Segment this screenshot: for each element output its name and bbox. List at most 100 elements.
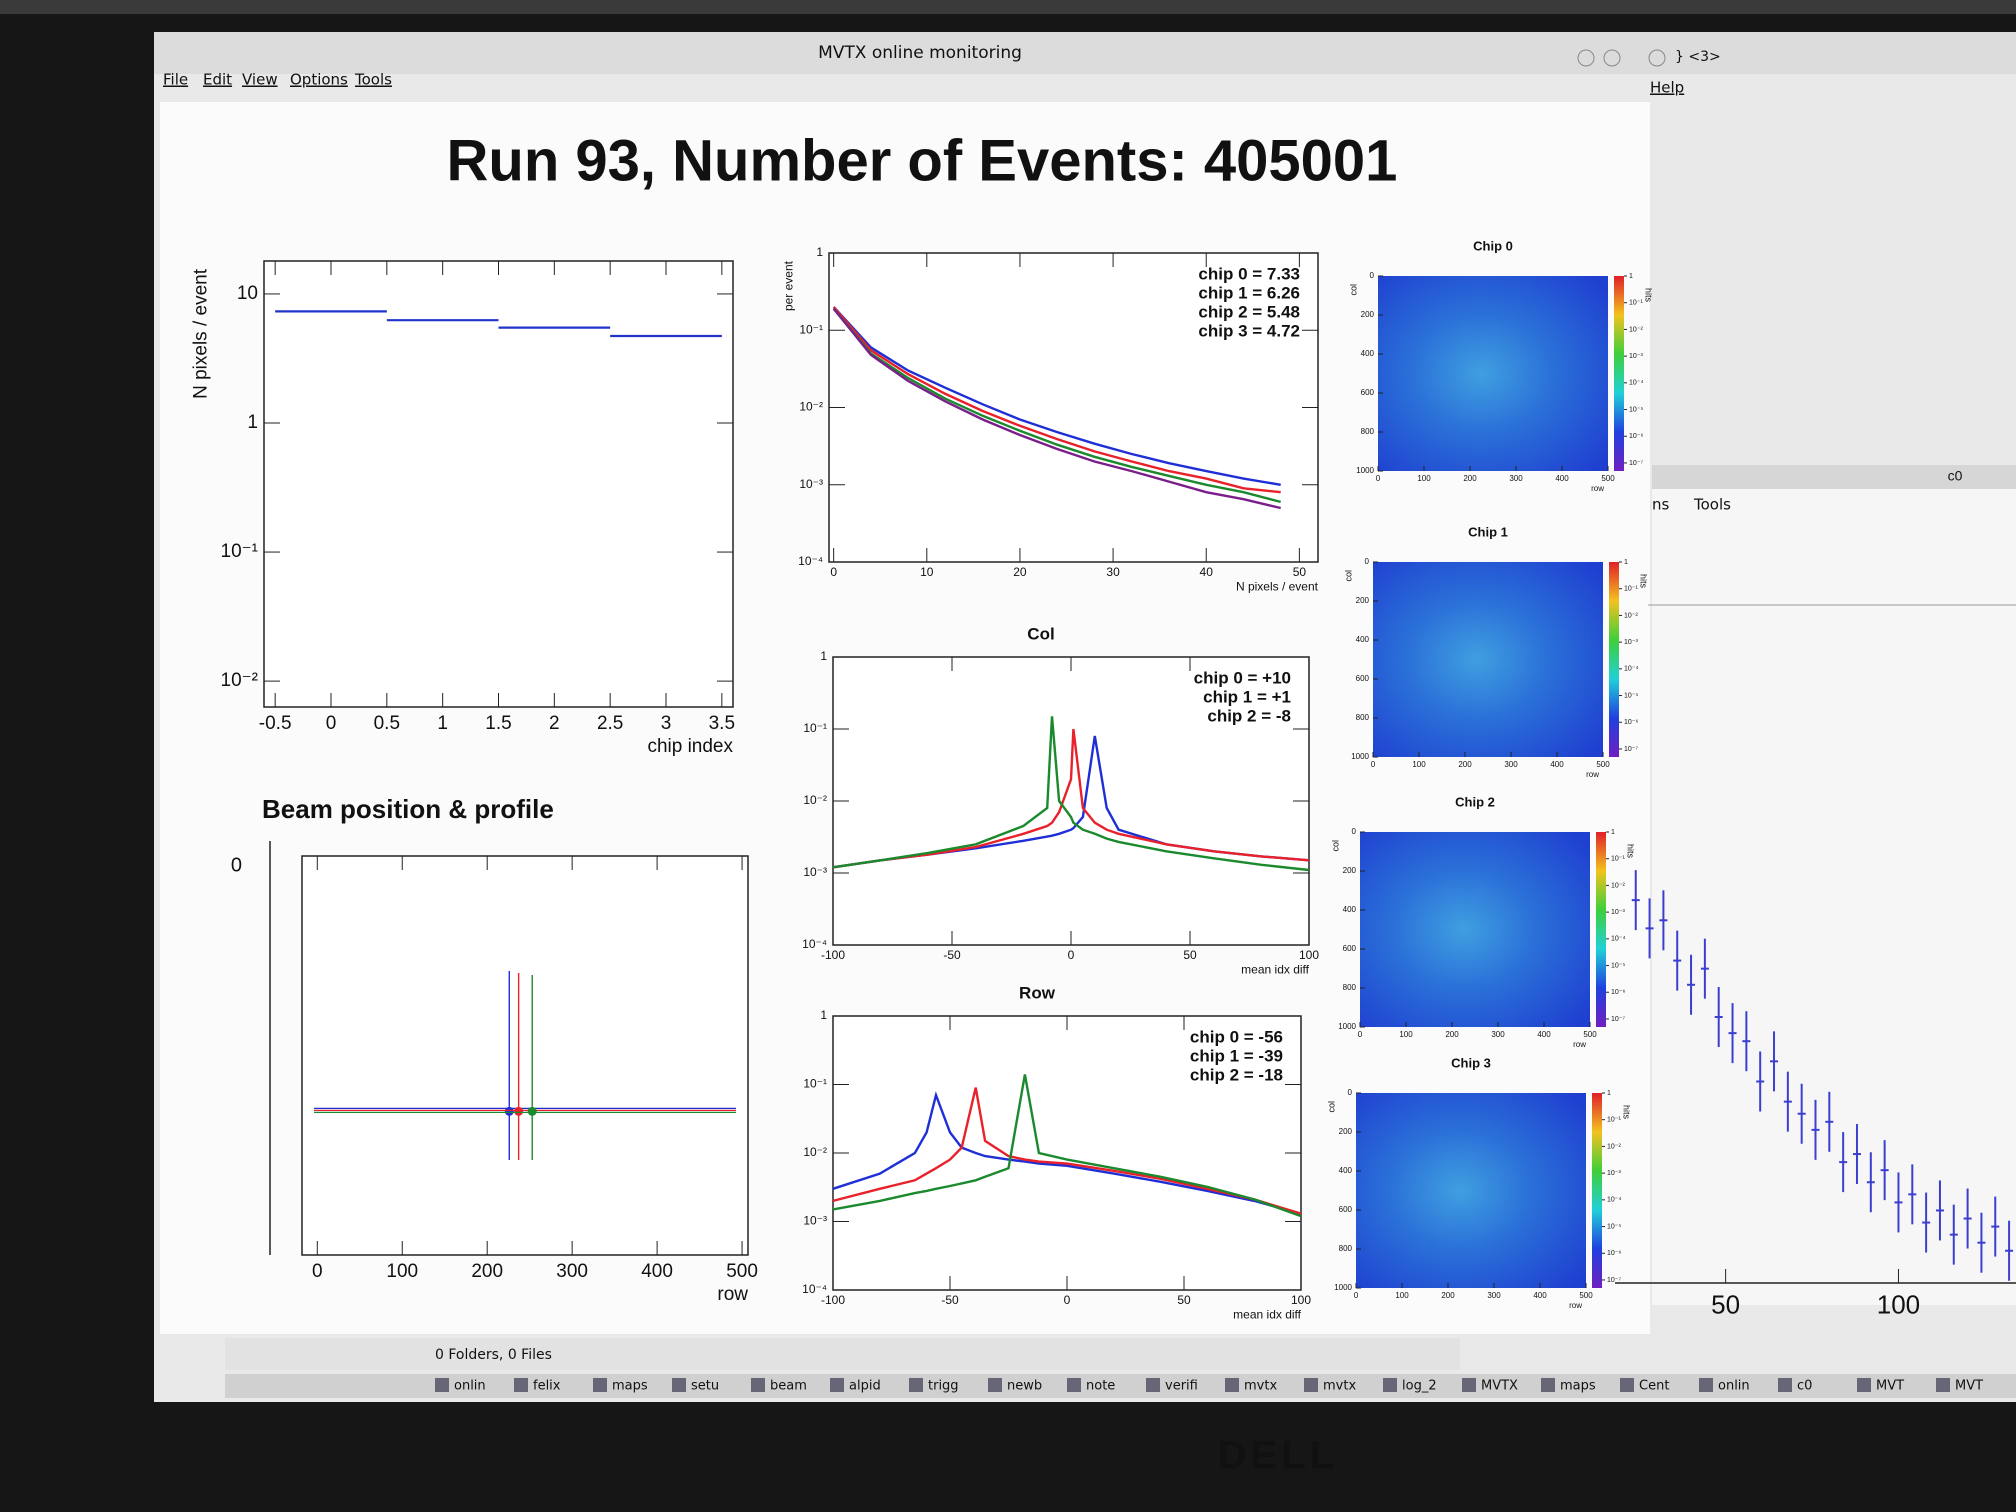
taskbar-item[interactable]: c0: [1797, 1379, 1812, 1394]
x-tick-label: 0: [1371, 760, 1376, 769]
z-tick-label: 10⁻¹: [1629, 300, 1643, 307]
taskbar-item[interactable]: MVTX: [1481, 1379, 1518, 1394]
plot-frame: [832, 656, 1310, 946]
taskbar-icon[interactable]: [909, 1378, 923, 1392]
menu-item[interactable]: Tools: [354, 71, 392, 89]
taskbar-item[interactable]: MVT: [1876, 1379, 1904, 1394]
x-tick-label: 20: [1013, 565, 1027, 579]
x-tick-label: 100: [1395, 1291, 1409, 1300]
taskbar-item[interactable]: note: [1086, 1379, 1115, 1394]
menu-item[interactable]: File: [163, 71, 188, 89]
x-tick-label: -100: [821, 1293, 845, 1307]
z-tick-label: 10⁻⁴: [1624, 666, 1639, 673]
series-line: [832, 1091, 1302, 1215]
taskbar-icon[interactable]: [1857, 1378, 1871, 1392]
y-tick-label: 1000: [1356, 466, 1374, 475]
plot-title: Beam position & profile: [262, 794, 554, 824]
y-tick-label: 200: [1356, 596, 1370, 605]
taskbar-item[interactable]: felix: [533, 1379, 561, 1394]
taskbar-item[interactable]: maps: [1560, 1379, 1596, 1394]
z-tick-label: 10⁻⁴: [1611, 936, 1626, 943]
series-line: [832, 306, 1281, 486]
taskbar-item[interactable]: alpid: [849, 1379, 881, 1394]
taskbar-icon[interactable]: [830, 1378, 844, 1392]
taskbar-item[interactable]: Cent: [1639, 1379, 1669, 1394]
taskbar-icon[interactable]: [1225, 1378, 1239, 1392]
taskbar-icon[interactable]: [1067, 1378, 1081, 1392]
y-axis-label: col: [1348, 284, 1358, 296]
x-tick-label: 300: [1509, 474, 1523, 483]
y-tick-label: 10⁻¹: [799, 322, 823, 336]
z-tick-label: 10⁻³: [1607, 1170, 1621, 1177]
taskbar-icon[interactable]: [1304, 1378, 1318, 1392]
y-tick-label: 10⁻³: [803, 1214, 827, 1228]
maximize-button[interactable]: [1603, 49, 1621, 67]
menu-item[interactable]: Tools: [1693, 496, 1731, 514]
close-button[interactable]: [1648, 49, 1666, 67]
x-tick-label: 400: [1555, 474, 1569, 483]
x-axis-label: row: [1569, 1301, 1582, 1310]
heatmap-title: Chip 0: [1473, 238, 1513, 253]
z-axis-label: hits: [1644, 288, 1654, 303]
taskbar-icon[interactable]: [1462, 1378, 1476, 1392]
x-axis-label: row: [1573, 1040, 1586, 1049]
taskbar-icon[interactable]: [672, 1378, 686, 1392]
taskbar-icon[interactable]: [1936, 1378, 1950, 1392]
menu-item[interactable]: View: [242, 71, 278, 89]
x-tick-label: 0: [1064, 1293, 1071, 1307]
taskbar-icon[interactable]: [593, 1378, 607, 1392]
taskbar-icon[interactable]: [1383, 1378, 1397, 1392]
x-tick-label: 0: [1376, 474, 1381, 483]
status-bar: [225, 1338, 1460, 1370]
minimize-button[interactable]: [1577, 49, 1595, 67]
taskbar-item[interactable]: onlin: [1718, 1379, 1750, 1394]
taskbar-icon[interactable]: [514, 1378, 528, 1392]
taskbar-item[interactable]: verifi: [1165, 1379, 1198, 1394]
z-tick-label: 10⁻⁷: [1607, 1277, 1621, 1284]
color-bar: [1609, 562, 1619, 757]
x-tick-label: 100: [386, 1261, 418, 1282]
taskbar-icon[interactable]: [1699, 1378, 1713, 1392]
taskbar-item[interactable]: trigg: [928, 1379, 959, 1394]
taskbar-item[interactable]: mvtx: [1323, 1379, 1356, 1394]
x-tick-label: 500: [1579, 1291, 1593, 1300]
series-line: [832, 306, 1281, 494]
plot-title: Col: [1027, 624, 1054, 643]
menu-item[interactable]: Options: [290, 71, 348, 89]
taskbar-item[interactable]: mvtx: [1244, 1379, 1277, 1394]
menu-item[interactable]: ns: [1652, 496, 1670, 514]
x-tick-label: 500: [1596, 760, 1610, 769]
z-tick-label: 10⁻⁵: [1624, 692, 1638, 699]
taskbar-item[interactable]: setu: [691, 1379, 719, 1394]
taskbar-icon[interactable]: [1146, 1378, 1160, 1392]
x-tick-label: 0: [312, 1261, 323, 1282]
beam-point: [527, 1106, 537, 1116]
y-tick-label: 800: [1343, 983, 1357, 992]
help-menu[interactable]: Help: [1650, 79, 1684, 97]
taskbar-item[interactable]: maps: [612, 1379, 648, 1394]
taskbar-item[interactable]: beam: [770, 1379, 807, 1394]
taskbar-icon[interactable]: [751, 1378, 765, 1392]
taskbar-icon[interactable]: [1778, 1378, 1792, 1392]
taskbar-item[interactable]: MVT: [1955, 1379, 1983, 1394]
taskbar-icon[interactable]: [988, 1378, 1002, 1392]
taskbar-icon[interactable]: [1541, 1378, 1555, 1392]
y-tick-label: 10⁻¹: [803, 1077, 827, 1091]
y-tick-label: 10⁻⁴: [798, 554, 823, 568]
x-tick-label: 100: [1412, 760, 1426, 769]
z-tick-label: 10⁻⁷: [1629, 460, 1643, 467]
y-tick-label: 600: [1356, 674, 1370, 683]
taskbar-item[interactable]: newb: [1007, 1379, 1042, 1394]
x-tick-label: 500: [726, 1261, 758, 1282]
x-axis-label: chip index: [647, 736, 733, 757]
z-tick-label: 10⁻¹: [1611, 856, 1625, 863]
taskbar-icon[interactable]: [1620, 1378, 1634, 1392]
y-tick-label: 1: [820, 649, 827, 663]
menu-item[interactable]: Edit: [203, 71, 232, 89]
series-line: [832, 1074, 1302, 1218]
x-tick-label: 0: [1354, 1291, 1359, 1300]
taskbar-icon[interactable]: [435, 1378, 449, 1392]
taskbar-item[interactable]: log_2: [1402, 1379, 1437, 1394]
taskbar-item[interactable]: onlin: [454, 1379, 486, 1394]
z-tick-label: 10⁻⁶: [1611, 989, 1625, 996]
